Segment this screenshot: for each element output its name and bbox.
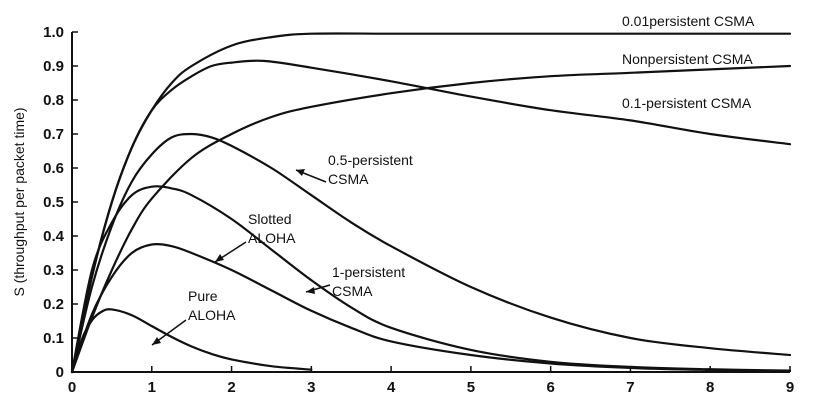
series-line-4 xyxy=(70,185,792,374)
x-tick-label-2: 2 xyxy=(227,379,235,396)
ticks: 0 1 2 3 4 5 6 7 8 9 0 0.1 0.2 0.3 0.4 0.5 0.6 0.7 0.8 0.9 1.… xyxy=(43,24,794,396)
arrowhead-pure xyxy=(152,337,161,345)
label-01-persistent: 0.1-persistent CSMA xyxy=(622,95,752,111)
arrowhead-slotted xyxy=(215,254,224,262)
y-tick-label-2: 0.2 xyxy=(43,296,64,313)
series-line-3 xyxy=(70,132,792,374)
y-tick-label-6: 0.6 xyxy=(43,160,64,177)
y-tick-label-4: 0.4 xyxy=(43,228,65,245)
label-pure-line1: Pure xyxy=(188,288,218,304)
x-tick-label-0: 0 xyxy=(68,379,76,396)
label-nonpersistent: Nonpersistent CSMA xyxy=(622,51,753,67)
label-pure-line2: ALOHA xyxy=(188,307,236,323)
label-1-persistent-line1: 1-persistent xyxy=(332,264,405,280)
x-tick-label-6: 6 xyxy=(546,379,554,396)
y-tick-label-9: 0.9 xyxy=(43,58,64,75)
x-tick-label-8: 8 xyxy=(706,379,714,396)
x-tick-label-4: 4 xyxy=(387,379,396,396)
x-tick-label-3: 3 xyxy=(307,379,315,396)
x-tick-label-1: 1 xyxy=(148,379,156,396)
y-tick-label-8: 0.8 xyxy=(43,92,64,109)
y-tick-label-0: 0 xyxy=(56,364,64,381)
label-slotted-line1: Slotted xyxy=(248,211,292,227)
x-tick-label-7: 7 xyxy=(626,379,634,396)
y-tick-label-3: 0.3 xyxy=(43,262,64,279)
annotations: 0.01persistent CSMA Nonpersistent CSMA 0… xyxy=(151,13,755,346)
series-line-2 xyxy=(70,64,792,374)
label-slotted-line2: ALOHA xyxy=(248,230,296,246)
arrowhead-1-persistent xyxy=(306,287,315,294)
label-05-persistent-line1: 0.5-persistent xyxy=(328,152,413,168)
x-tick-label-5: 5 xyxy=(467,379,475,396)
series-line-1 xyxy=(70,59,792,374)
y-tick-label-5: 0.5 xyxy=(43,194,64,211)
y-axis-title: S (throughput per packet time) xyxy=(11,107,27,296)
label-05-persistent-line2: CSMA xyxy=(328,171,369,187)
y-tick-label-10: 1.0 xyxy=(43,24,64,41)
x-tick-label-9: 9 xyxy=(786,379,794,396)
y-tick-label-7: 0.7 xyxy=(43,126,64,143)
label-1-persistent-line2: CSMA xyxy=(332,283,373,299)
curves xyxy=(70,32,792,374)
label-001-persistent: 0.01persistent CSMA xyxy=(622,13,755,29)
series-line-6 xyxy=(70,308,313,374)
y-tick-label-1: 0.1 xyxy=(43,330,64,347)
arrowhead-05-persistent xyxy=(296,169,305,176)
series-line-5 xyxy=(70,242,792,374)
